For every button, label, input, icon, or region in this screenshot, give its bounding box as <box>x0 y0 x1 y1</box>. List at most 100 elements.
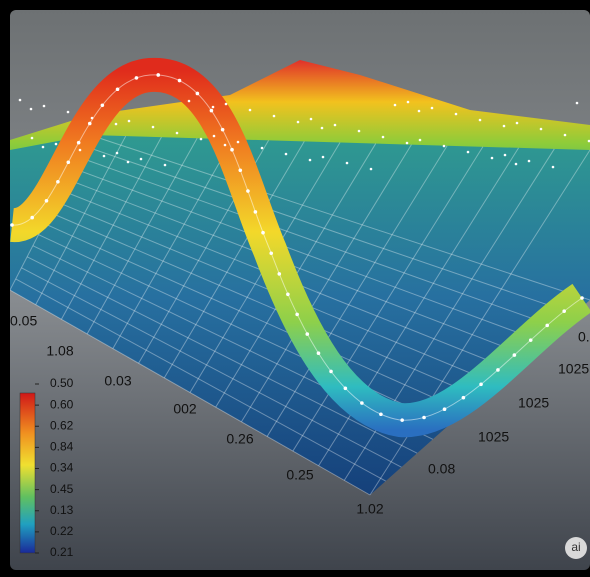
sample-point <box>253 210 258 214</box>
grid-line <box>26 256 418 454</box>
sample-point <box>284 152 288 156</box>
sample-point <box>127 119 131 123</box>
sample-point <box>134 76 139 80</box>
sample-point <box>277 272 282 276</box>
colorbar-label: 0.62 <box>50 418 74 432</box>
sample-point <box>163 163 167 167</box>
sample-point <box>580 296 584 300</box>
axis-label: 0.26 <box>226 431 253 447</box>
sample-point <box>230 147 234 152</box>
sample-point <box>417 109 421 113</box>
sample-point <box>309 117 313 121</box>
sample-point <box>406 100 410 104</box>
sample-point <box>357 129 361 133</box>
axis-label: 002 <box>173 401 197 417</box>
axis-label: 1025 <box>478 429 509 445</box>
grid-line <box>78 156 559 329</box>
colorbar-gradient <box>19 392 36 554</box>
axis-label: 1025 <box>558 361 589 377</box>
axis-label: 0. <box>578 329 590 345</box>
sample-point <box>211 105 215 109</box>
sample-point <box>527 159 531 163</box>
sample-point <box>272 114 276 118</box>
sample-point <box>442 144 446 148</box>
sample-point <box>478 118 482 122</box>
sample-point <box>66 110 70 114</box>
sample-point <box>224 102 228 106</box>
sample-point <box>360 401 364 405</box>
colorbar-label: 0.34 <box>50 461 74 475</box>
sample-point <box>461 395 466 400</box>
sample-point <box>10 223 14 227</box>
badge-bg <box>565 537 587 559</box>
sample-point <box>286 292 290 297</box>
grid-line <box>44 223 465 412</box>
colorbar-label: 0.84 <box>50 440 74 454</box>
sample-point <box>177 78 182 83</box>
badge: ai <box>571 540 580 554</box>
floor-grid <box>10 134 590 496</box>
sample-point <box>238 168 243 173</box>
axis-label: 0.03 <box>104 373 131 389</box>
sample-point <box>295 312 299 317</box>
axis-label: 0.08 <box>428 461 455 477</box>
grid-line <box>292 146 484 452</box>
sample-point <box>18 98 22 102</box>
grid-line <box>15 278 386 482</box>
colorbar-label: 0.21 <box>50 545 74 559</box>
sample-point <box>156 73 161 77</box>
sample-point <box>151 125 155 129</box>
axis-label: 1.08 <box>46 343 73 359</box>
sample-point <box>400 418 404 422</box>
sample-point <box>562 309 566 313</box>
grid-line <box>266 145 448 437</box>
sample-point <box>44 198 49 203</box>
sample-point <box>102 154 106 158</box>
sample-point <box>514 162 518 166</box>
sample-point <box>223 143 227 147</box>
sample-point <box>187 99 191 103</box>
sample-point <box>539 127 543 131</box>
sample-point <box>212 134 216 138</box>
sample-point <box>563 133 567 137</box>
sample-point <box>551 165 555 169</box>
colorbar: 0.50 0.60 0.62 0.84 0.34 0.45 0.13 0.22 0.21 <box>19 376 74 559</box>
sample-point <box>78 148 82 152</box>
grid-line <box>38 234 449 426</box>
sample-point <box>308 158 312 162</box>
sample-point <box>369 167 373 171</box>
sample-point <box>66 160 71 165</box>
sample-point <box>54 142 58 146</box>
sample-point <box>430 106 434 110</box>
sample-point <box>246 189 250 193</box>
sample-point <box>220 127 225 132</box>
grid-line <box>49 212 481 398</box>
sample-point <box>575 101 579 105</box>
sample-point <box>56 179 60 184</box>
grid-line <box>21 267 402 468</box>
sample-point <box>248 108 252 112</box>
sample-point <box>42 104 46 108</box>
sample-point <box>545 323 550 328</box>
sample-point <box>343 386 348 391</box>
sample-point <box>126 160 130 164</box>
axis-label: 0.05 <box>10 313 37 329</box>
sample-point <box>316 351 321 355</box>
sample-point <box>29 107 33 111</box>
sample-point <box>100 103 105 108</box>
sample-points <box>10 73 590 422</box>
sample-point <box>405 141 409 145</box>
sample-point <box>296 120 300 124</box>
colorbar-label: 0.45 <box>50 482 74 496</box>
sample-point <box>320 126 324 130</box>
grid-line <box>163 141 305 379</box>
colorbar-label: 0.50 <box>50 376 74 390</box>
sample-point <box>260 146 264 150</box>
sample-point <box>512 353 517 357</box>
sample-point <box>115 151 119 155</box>
sample-point <box>479 382 483 387</box>
sample-point <box>30 215 35 220</box>
right-axis-labels: 0.08 1025 1025 1025 0. <box>428 329 590 477</box>
grid-line <box>89 134 590 301</box>
